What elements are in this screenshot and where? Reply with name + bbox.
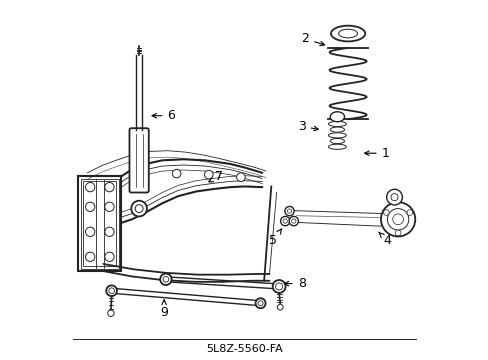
Bar: [78, 176, 121, 271]
Circle shape: [236, 173, 244, 181]
Ellipse shape: [328, 133, 346, 138]
FancyBboxPatch shape: [129, 128, 148, 193]
Circle shape: [104, 227, 114, 237]
Text: 5L8Z-5560-FA: 5L8Z-5560-FA: [206, 343, 282, 354]
Text: 3: 3: [297, 120, 318, 133]
Circle shape: [160, 274, 171, 285]
Text: 4: 4: [378, 232, 390, 247]
Circle shape: [394, 230, 400, 236]
Circle shape: [104, 183, 114, 192]
Ellipse shape: [329, 112, 344, 122]
Ellipse shape: [338, 29, 357, 38]
Circle shape: [131, 201, 147, 216]
Circle shape: [85, 252, 95, 261]
Text: 8: 8: [284, 277, 305, 290]
Circle shape: [258, 301, 263, 306]
Circle shape: [383, 210, 388, 215]
Ellipse shape: [330, 26, 365, 41]
Text: 1: 1: [364, 147, 389, 160]
Circle shape: [390, 194, 397, 201]
Circle shape: [380, 202, 414, 237]
Circle shape: [285, 206, 294, 216]
Ellipse shape: [329, 127, 344, 132]
Circle shape: [386, 208, 408, 230]
Circle shape: [291, 219, 295, 223]
Bar: [83, 181, 116, 266]
Circle shape: [140, 174, 148, 183]
Text: 6: 6: [152, 109, 175, 122]
Circle shape: [135, 204, 143, 212]
Circle shape: [204, 170, 213, 179]
Circle shape: [106, 285, 117, 296]
Circle shape: [85, 183, 95, 192]
Circle shape: [283, 219, 287, 223]
Circle shape: [104, 202, 114, 211]
Circle shape: [107, 310, 114, 316]
Circle shape: [255, 298, 265, 308]
Circle shape: [163, 276, 168, 282]
Text: 5: 5: [268, 229, 281, 247]
Circle shape: [108, 288, 114, 294]
Text: 9: 9: [160, 300, 168, 319]
Circle shape: [272, 280, 285, 293]
Polygon shape: [292, 211, 380, 226]
Circle shape: [85, 227, 95, 237]
Ellipse shape: [328, 144, 346, 149]
Circle shape: [172, 169, 181, 178]
Bar: [81, 179, 119, 269]
Text: 2: 2: [301, 32, 324, 46]
Circle shape: [287, 209, 291, 213]
Circle shape: [288, 216, 298, 226]
Circle shape: [104, 252, 114, 261]
Circle shape: [277, 304, 283, 310]
Ellipse shape: [329, 139, 344, 144]
Ellipse shape: [328, 121, 346, 126]
Circle shape: [386, 189, 402, 205]
Circle shape: [392, 214, 403, 225]
Circle shape: [406, 210, 412, 215]
Circle shape: [85, 202, 95, 211]
Text: 7: 7: [208, 170, 223, 183]
Circle shape: [275, 283, 282, 290]
Circle shape: [280, 216, 289, 226]
